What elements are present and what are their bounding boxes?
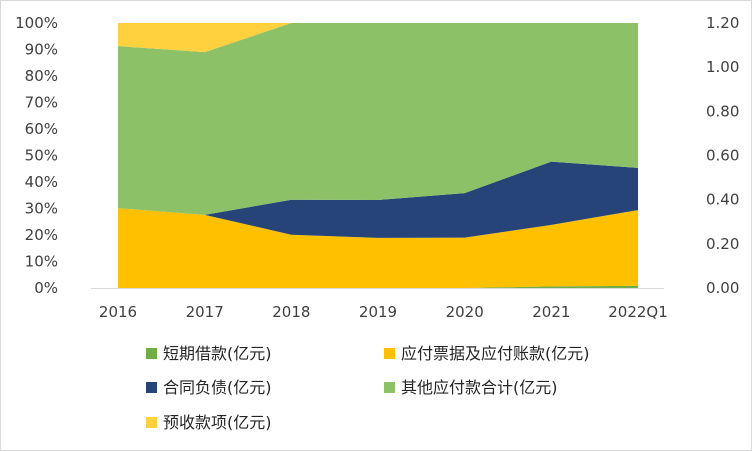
x-tick-label: 2021 xyxy=(532,303,570,321)
y-left-tick-label: 100% xyxy=(15,14,58,32)
legend-label-2: 应付票据及应付账款(亿元) xyxy=(401,344,590,363)
x-tick-label: 2017 xyxy=(186,303,224,321)
y-left-tick-label: 0% xyxy=(34,279,58,297)
legend-swatch-4 xyxy=(384,382,395,393)
legend-label-5: 预收款项(亿元) xyxy=(163,413,272,432)
y-right-tick-label: 0.20 xyxy=(706,235,739,253)
y-right-tick-label: 1.00 xyxy=(706,58,739,76)
y-right-tick-label: 1.20 xyxy=(706,14,739,32)
legend-swatch-3 xyxy=(146,382,157,393)
y-right-tick-label: 0.40 xyxy=(706,191,739,209)
area-series-5 xyxy=(118,23,638,53)
legend-swatch-5 xyxy=(146,417,157,428)
y-right-tick-label: 0.80 xyxy=(706,102,739,120)
y-left-tick-label: 10% xyxy=(25,253,58,271)
y-left-tick-label: 50% xyxy=(25,147,58,165)
x-tick-label: 2020 xyxy=(446,303,484,321)
legend-label-1: 短期借款(亿元) xyxy=(163,344,272,363)
area-series-4 xyxy=(118,23,638,215)
area-series-1 xyxy=(118,285,638,288)
y-left-tick-label: 20% xyxy=(25,226,58,244)
area-series-layer xyxy=(118,23,638,288)
x-tick-label: 2018 xyxy=(272,303,310,321)
area-series-2 xyxy=(118,208,638,288)
y-left-tick-label: 40% xyxy=(25,173,58,191)
y-left-tick-label: 30% xyxy=(25,200,58,218)
y-left-tick-label: 90% xyxy=(25,41,58,59)
legend: 短期借款(亿元) 应付票据及应付账款(亿元) 合同负债(亿元) 其他应付款合计(亿元)… xyxy=(146,344,590,432)
x-tick-label: 2022Q1 xyxy=(608,303,668,321)
x-tick-label: 2016 xyxy=(99,303,137,321)
legend-label-4: 其他应付款合计(亿元) xyxy=(401,378,558,397)
axes-layer: 0% 10% 20% 30% 40% 50% 60% 70% 80% 90% 100% 0.00 0.2… xyxy=(15,14,739,321)
y-left-tick-label: 70% xyxy=(25,94,58,112)
y-left-tick-label: 60% xyxy=(25,120,58,138)
x-tick-label: 2019 xyxy=(359,303,397,321)
legend-swatch-2 xyxy=(384,348,395,359)
area-series-3 xyxy=(118,161,638,238)
legend-label-3: 合同负债(亿元) xyxy=(163,378,272,397)
y-left-tick-label: 80% xyxy=(25,67,58,85)
legend-swatch-1 xyxy=(146,348,157,359)
y-right-tick-label: 0.00 xyxy=(706,279,739,297)
y-right-tick-label: 0.60 xyxy=(706,147,739,165)
